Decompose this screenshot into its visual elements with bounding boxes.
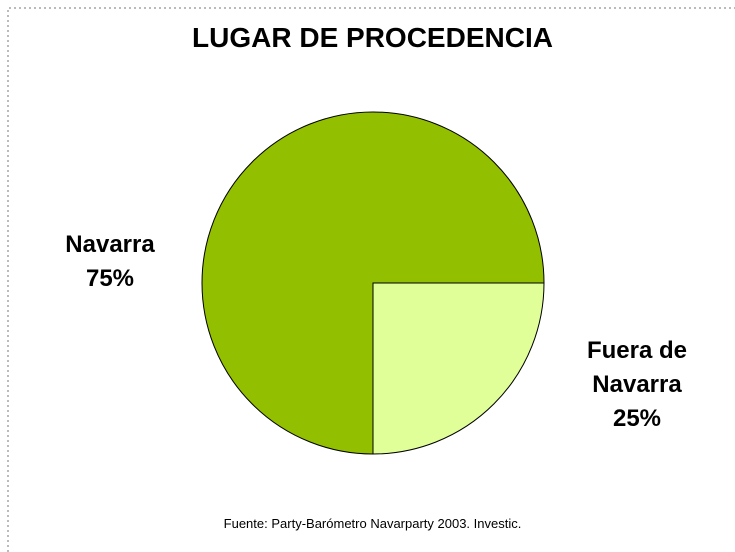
- slice-label: Fuera de Navarra 25%: [552, 334, 722, 436]
- pie-slice: [372, 282, 545, 455]
- chart-title: LUGAR DE PROCEDENCIA: [192, 22, 553, 53]
- value-label: 75%: [85, 265, 135, 292]
- category-label: Fuera de Navarra: [586, 337, 688, 398]
- frame: [7, 7, 735, 552]
- category-label: Navarra: [65, 231, 155, 258]
- value-label: 25%: [612, 405, 662, 432]
- slice-label: Navarra 75%: [30, 228, 190, 296]
- pie-slice: [201, 111, 545, 455]
- source-note: Fuente: Party-Barómetro Navarparty 2003.…: [223, 516, 522, 531]
